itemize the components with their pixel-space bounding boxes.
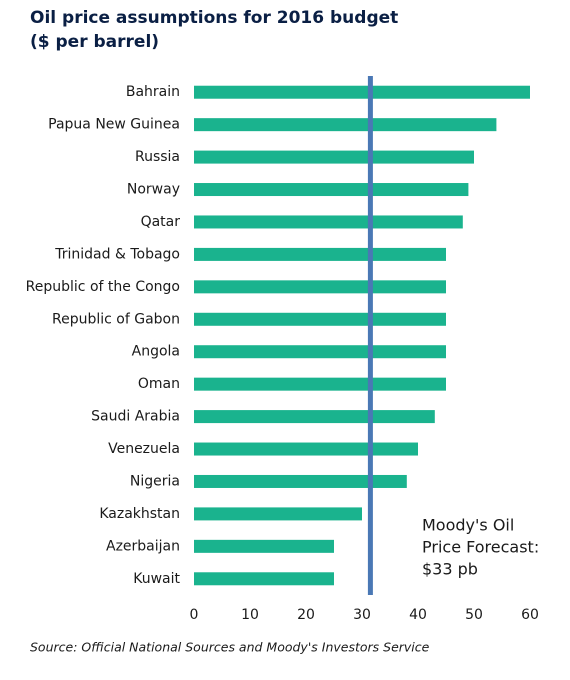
bar	[194, 118, 497, 132]
y-tick-label: Norway	[127, 182, 180, 198]
bar	[194, 85, 530, 99]
y-tick-label: Republic of the Congo	[26, 279, 180, 295]
y-tick-label: Oman	[138, 376, 180, 392]
y-tick-label: Republic of Gabon	[52, 311, 180, 327]
y-tick-label: Qatar	[141, 214, 181, 230]
bar	[194, 410, 435, 424]
x-tick-label: 20	[297, 607, 315, 623]
x-tick-label: 40	[409, 607, 427, 623]
bar	[194, 150, 474, 164]
y-tick-label: Azerbaijan	[106, 538, 180, 554]
annotation: Moody's Oil	[422, 516, 514, 535]
annotation: $33 pb	[422, 560, 478, 579]
y-tick-label: Venezuela	[108, 441, 180, 457]
bar	[194, 247, 446, 261]
x-tick-label: 60	[521, 607, 539, 623]
bar	[194, 572, 334, 586]
bar	[194, 507, 362, 521]
bar	[194, 474, 407, 488]
bar	[194, 377, 446, 391]
bar	[194, 345, 446, 359]
bar	[194, 280, 446, 294]
chart-title: Oil price assumptions for 2016 budget	[30, 8, 398, 28]
bar	[194, 183, 469, 197]
y-tick-label: Papua New Guinea	[48, 117, 180, 133]
source: Source: Official National Sources and Mo…	[30, 640, 430, 655]
y-tick-label: Kazakhstan	[99, 506, 180, 522]
y-tick-label: Saudi Arabia	[91, 409, 180, 425]
x-tick-label: 0	[190, 607, 199, 623]
x-tick-label: 50	[465, 607, 483, 623]
annotation: Price Forecast:	[422, 538, 539, 557]
x-tick-label: 10	[241, 607, 259, 623]
y-tick-label: Nigeria	[130, 473, 180, 489]
y-tick-label: Trinidad & Tobago	[54, 246, 180, 262]
bar	[194, 539, 334, 553]
bar	[194, 215, 463, 229]
chart-subtitle: ($ per barrel)	[30, 32, 159, 52]
y-tick-label: Kuwait	[133, 571, 180, 587]
bar	[194, 442, 418, 456]
y-tick-label: Russia	[135, 149, 180, 165]
x-tick-label: 30	[353, 607, 371, 623]
y-tick-label: Bahrain	[126, 84, 180, 100]
bar	[194, 312, 446, 326]
y-tick-label: Angola	[132, 344, 180, 360]
